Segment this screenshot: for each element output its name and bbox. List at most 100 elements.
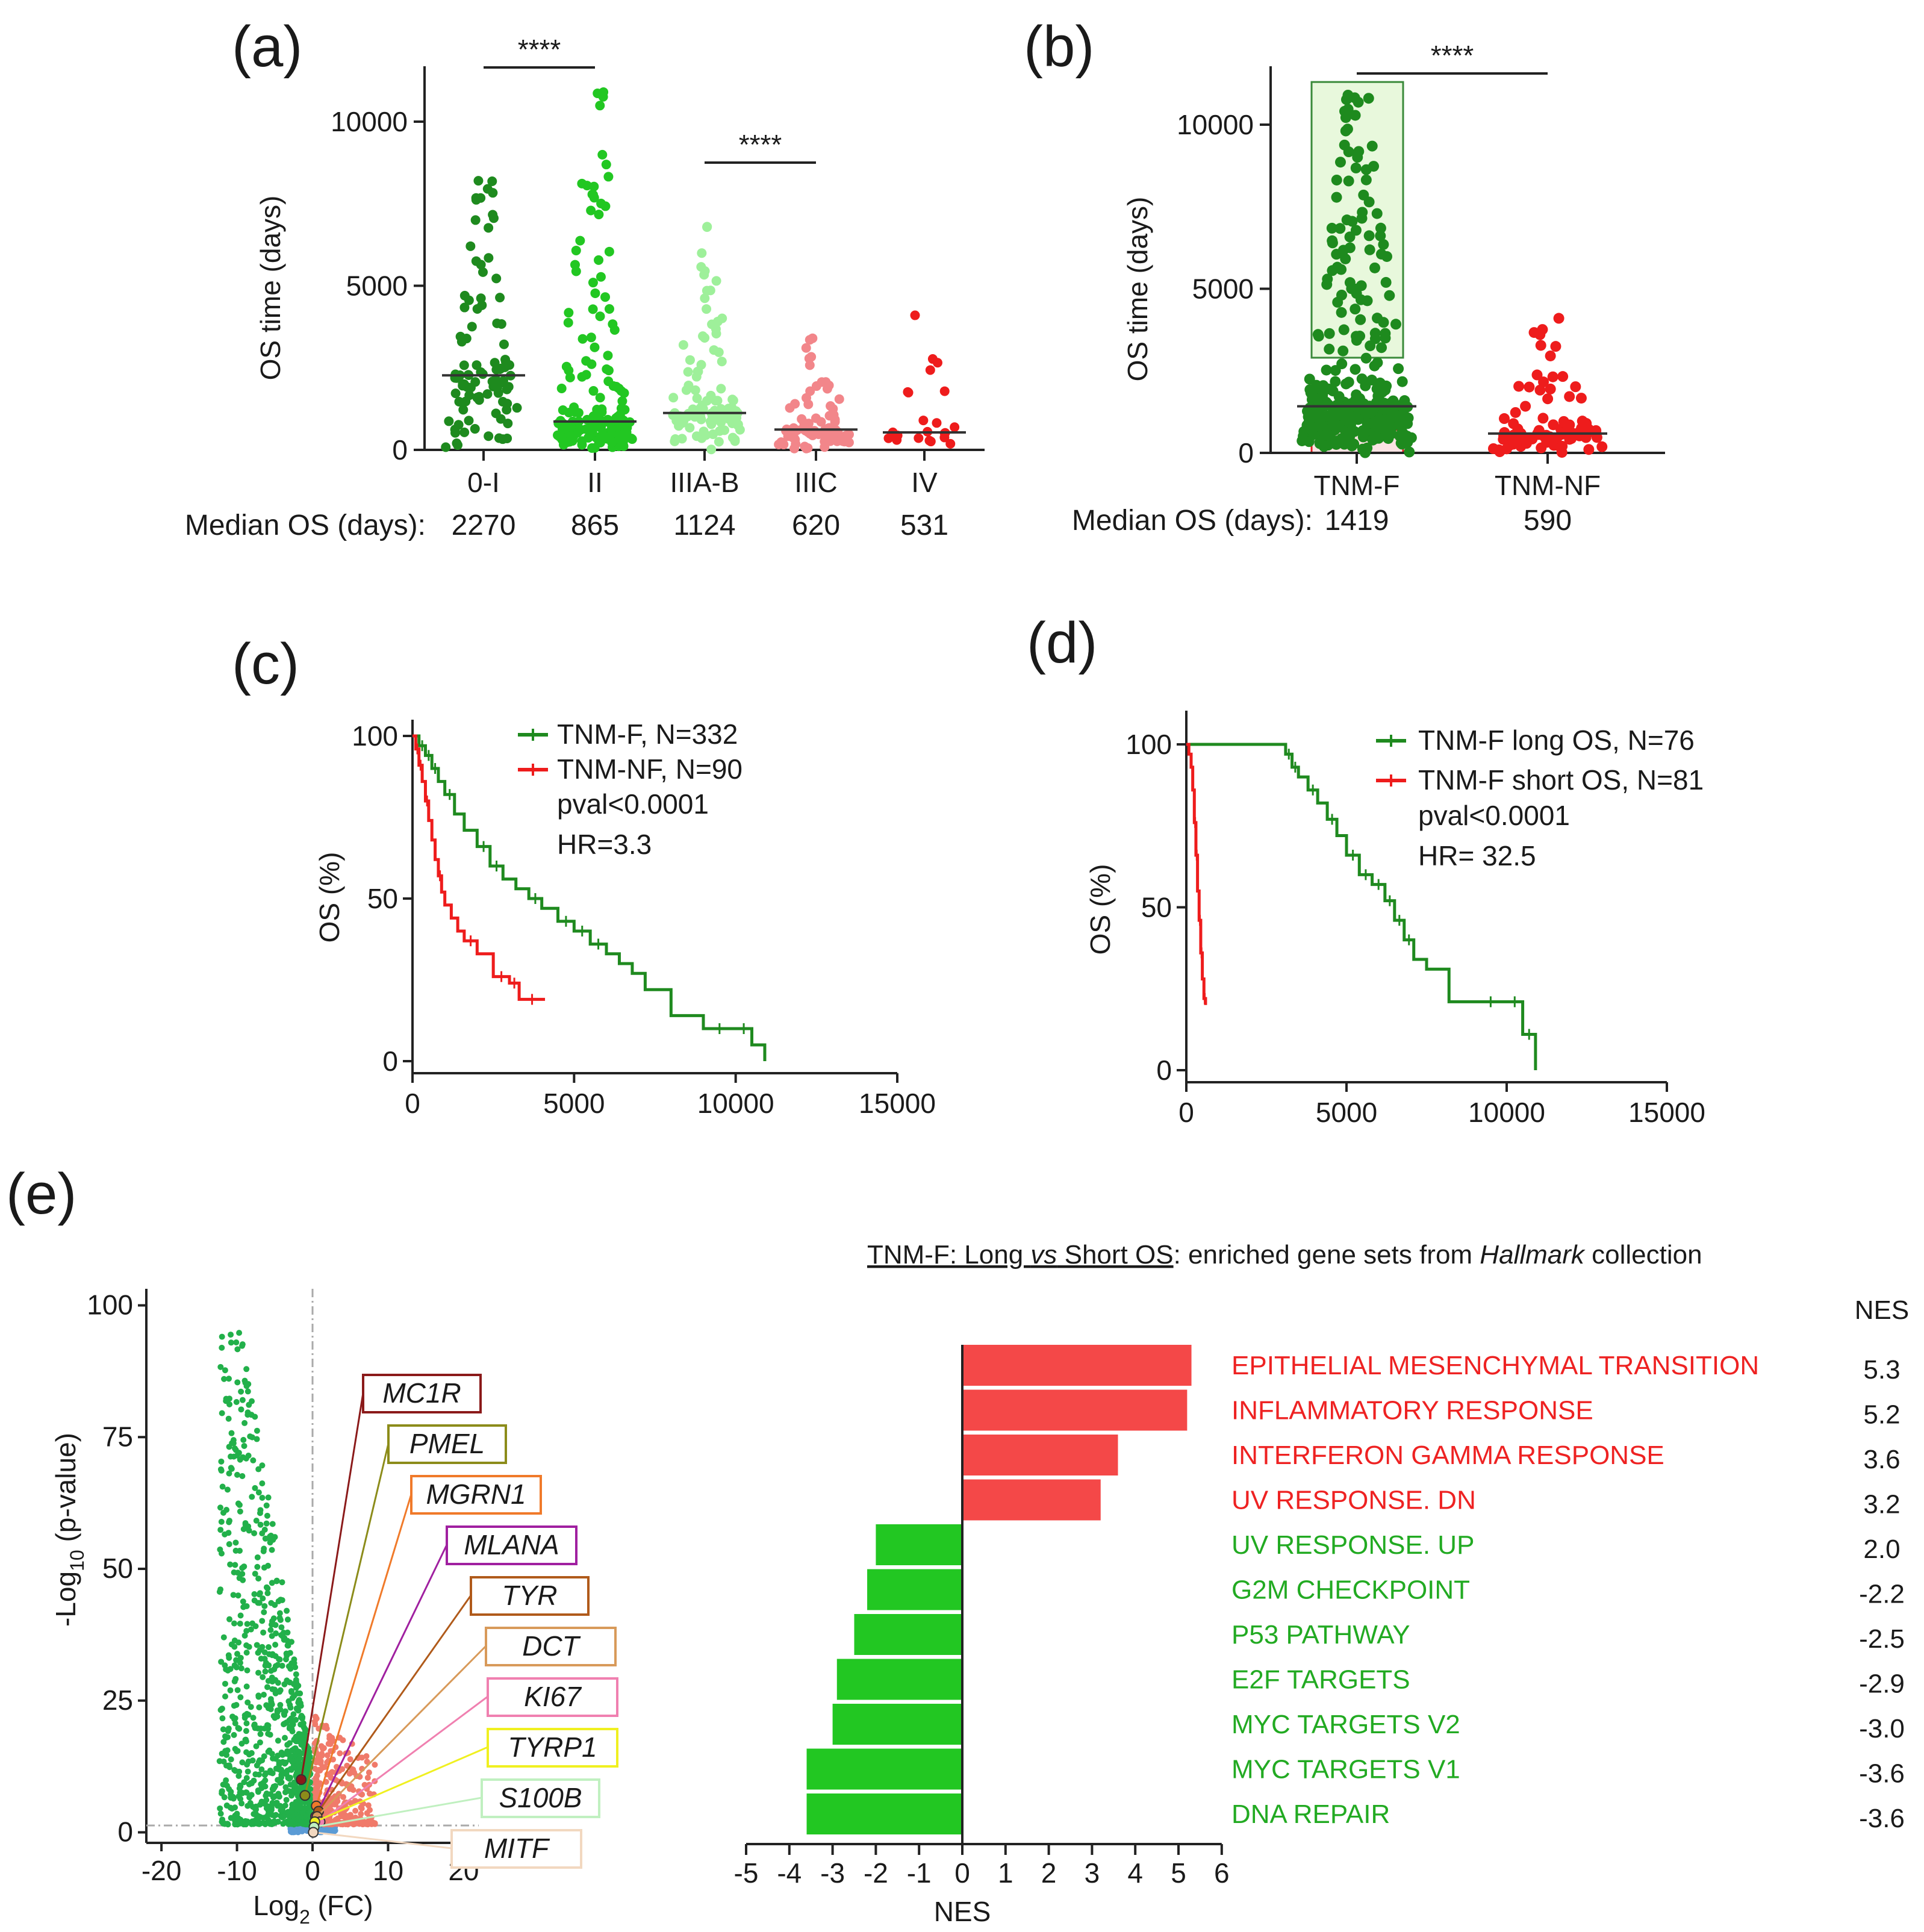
panel-b-os-by-tnm: (b) OS time (days) 0 5000 10000 TNM-F TNM-NF… xyxy=(1024,14,1665,537)
volcano-point-down xyxy=(237,1620,243,1627)
gsea-bars xyxy=(806,1345,1192,1834)
volcano-point-down xyxy=(276,1766,282,1772)
volcano-point-down xyxy=(252,1623,259,1630)
panel-c-ylabel: OS (%) xyxy=(314,852,345,943)
volcano-point-down xyxy=(262,1821,269,1827)
b-data-point xyxy=(1520,400,1531,412)
volcano-point-up xyxy=(340,1793,347,1800)
a-data-point xyxy=(699,426,709,437)
panel-a-label: (a) xyxy=(232,14,302,79)
gsea-title-part-5: Hallmark xyxy=(1480,1240,1586,1270)
volcano-point-down xyxy=(238,1406,244,1413)
a-data-point xyxy=(805,360,815,370)
b-x-tick-label: TNM-NF xyxy=(1495,470,1601,501)
volcano-point-up xyxy=(347,1756,353,1763)
volcano-x-tick-label: -20 xyxy=(142,1855,181,1886)
b-data-point xyxy=(1531,369,1543,381)
volcano-point-down xyxy=(290,1746,297,1753)
volcano-point-down xyxy=(301,1739,308,1746)
a-data-point xyxy=(488,213,499,223)
volcano-point-down xyxy=(217,1586,224,1593)
volcano-point-down xyxy=(263,1584,270,1591)
a-data-point xyxy=(950,422,960,432)
panel-d-hr: HR= 32.5 xyxy=(1418,840,1536,871)
volcano-point-down xyxy=(261,1545,267,1552)
volcano-point-down xyxy=(223,1734,229,1741)
a-data-point xyxy=(811,381,821,391)
volcano-point-down xyxy=(266,1644,272,1651)
gene-callout-leader xyxy=(319,1695,488,1823)
panel-a-points xyxy=(441,87,960,455)
volcano-point-down xyxy=(284,1748,291,1754)
gsea-x-tick-label: -3 xyxy=(820,1857,845,1889)
volcano-point-down xyxy=(252,1810,259,1817)
b-data-point xyxy=(1332,296,1343,308)
volcano-point-down xyxy=(228,1332,234,1338)
volcano-point-down xyxy=(226,1616,233,1622)
volcano-point-up xyxy=(323,1725,330,1732)
a-data-point xyxy=(588,425,598,435)
volcano-point-down xyxy=(282,1734,288,1741)
b-data-point xyxy=(1363,93,1374,104)
a-data-point xyxy=(712,396,723,406)
a-data-point xyxy=(706,390,716,400)
panel-d-km-long-short: (d) OS (%) 0 50 100 0 5000 10000 15000 TNM-F l… xyxy=(1027,611,1705,1128)
volcano-point-down xyxy=(273,1800,280,1806)
volcano-point-down xyxy=(234,1471,240,1478)
a-significance-stars: **** xyxy=(739,129,782,160)
b-data-point xyxy=(1384,290,1395,301)
b-data-point xyxy=(1564,419,1575,431)
gene-highlight-point xyxy=(308,1827,319,1838)
volcano-x-tick-label: 10 xyxy=(373,1855,403,1886)
panel-c-curves xyxy=(413,734,767,1061)
volcano-point-down xyxy=(218,1458,225,1465)
b-data-point xyxy=(1340,112,1351,123)
volcano-point-down xyxy=(275,1680,281,1686)
volcano-point-down xyxy=(265,1730,272,1737)
gene-callout-box xyxy=(450,1829,582,1869)
gene-callout-label: S100B xyxy=(499,1782,582,1813)
gene-callout-label: MITF xyxy=(484,1833,550,1864)
gsea-pathway-label: E2F TARGETS xyxy=(1231,1665,1410,1695)
volcano-point-down xyxy=(263,1796,270,1803)
panel-c-pval: pval<0.0001 xyxy=(557,788,709,820)
volcano-point-up xyxy=(334,1815,341,1822)
gsea-x-tick-label: 6 xyxy=(1214,1857,1230,1889)
a-data-point xyxy=(824,380,834,390)
panel-d-pval: pval<0.0001 xyxy=(1418,800,1570,831)
b-data-point xyxy=(1327,235,1338,246)
a-data-point xyxy=(482,389,493,399)
volcano-point-down xyxy=(291,1779,297,1786)
panel-c-km-tnm: (c) OS (%) 0 50 100 0 5000 10000 15000 TNM-F, … xyxy=(232,632,936,1119)
volcano-point-down xyxy=(222,1821,228,1827)
b-data-point xyxy=(1303,436,1315,447)
volcano-point-down xyxy=(230,1592,237,1598)
volcano-point-down xyxy=(256,1704,263,1711)
gene-callout-box xyxy=(410,1475,542,1515)
volcano-point-down xyxy=(279,1662,285,1669)
volcano-point-down xyxy=(241,1632,248,1639)
volcano-point-down xyxy=(257,1731,264,1737)
a-data-point xyxy=(473,176,484,186)
b-data-point xyxy=(1551,432,1563,444)
volcano-point-down xyxy=(255,1489,262,1496)
a-data-point xyxy=(932,418,942,428)
volcano-point-down xyxy=(232,1539,239,1546)
volcano-point-down xyxy=(286,1740,293,1747)
volcano-point-down xyxy=(236,1330,243,1336)
volcano-point-down xyxy=(227,1687,234,1694)
volcano-point-down xyxy=(244,1699,251,1706)
volcano-point-down xyxy=(228,1339,234,1346)
a-data-point xyxy=(476,260,486,270)
a-data-point xyxy=(604,246,614,257)
volcano-point-down xyxy=(278,1771,285,1778)
b-data-point xyxy=(1537,413,1549,424)
c-x-tick-label: 5000 xyxy=(543,1088,605,1119)
a-median-value: 620 xyxy=(792,509,840,541)
d-x-tick-label: 15000 xyxy=(1628,1097,1705,1128)
volcano-point-down xyxy=(251,1721,258,1728)
volcano-point-down xyxy=(238,1800,245,1807)
volcano-point-down xyxy=(297,1690,304,1697)
volcano-point-up xyxy=(314,1789,320,1795)
volcano-point-up xyxy=(315,1753,322,1759)
